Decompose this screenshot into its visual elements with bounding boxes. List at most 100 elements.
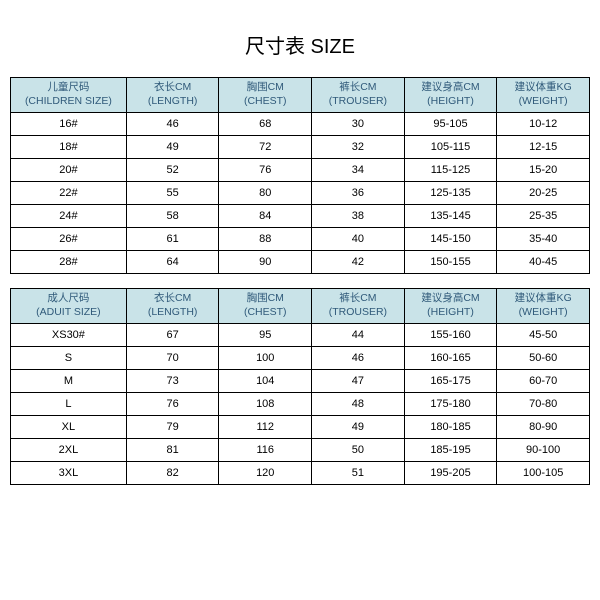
table-cell: 145-150: [404, 228, 497, 251]
table-row: 16#46683095-10510-12: [11, 113, 590, 136]
table-row: 2XL8111650185-19590-100: [11, 439, 590, 462]
children-header: 儿童尺码(CHILDREN SIZE) 衣长CM(LENGTH) 胸围CM(CH…: [11, 78, 590, 113]
table-cell: 160-165: [404, 347, 497, 370]
table-cell: 95: [219, 324, 312, 347]
table-cell: 48: [312, 393, 405, 416]
table-cell: 84: [219, 205, 312, 228]
table-cell: 100-105: [497, 462, 590, 485]
table-cell: 20#: [11, 159, 127, 182]
table-cell: 50: [312, 439, 405, 462]
col-header: 裤长CM(TROUSER): [312, 289, 405, 324]
table-cell: 80: [219, 182, 312, 205]
table-cell: 22#: [11, 182, 127, 205]
table-row: 22#558036125-13520-25: [11, 182, 590, 205]
table-row: 28#649042150-15540-45: [11, 251, 590, 274]
table-cell: 68: [219, 113, 312, 136]
table-cell: 34: [312, 159, 405, 182]
table-cell: 28#: [11, 251, 127, 274]
table-cell: 46: [312, 347, 405, 370]
table-cell: 61: [126, 228, 219, 251]
table-cell: 36: [312, 182, 405, 205]
table-cell: 88: [219, 228, 312, 251]
table-cell: 180-185: [404, 416, 497, 439]
table-cell: 150-155: [404, 251, 497, 274]
table-cell: 47: [312, 370, 405, 393]
table-cell: 165-175: [404, 370, 497, 393]
table-cell: 155-160: [404, 324, 497, 347]
col-header: 儿童尺码(CHILDREN SIZE): [11, 78, 127, 113]
col-header: 建议身高CM(HEIGHT): [404, 78, 497, 113]
table-cell: 46: [126, 113, 219, 136]
col-header: 建议体重KG(WEIGHT): [497, 78, 590, 113]
table-cell: 72: [219, 136, 312, 159]
table-cell: 90: [219, 251, 312, 274]
table-cell: 73: [126, 370, 219, 393]
table-cell: 58: [126, 205, 219, 228]
table-row: 3XL8212051195-205100-105: [11, 462, 590, 485]
table-cell: 90-100: [497, 439, 590, 462]
col-header: 建议身高CM(HEIGHT): [404, 289, 497, 324]
table-cell: 76: [219, 159, 312, 182]
table-cell: 18#: [11, 136, 127, 159]
table-cell: 175-180: [404, 393, 497, 416]
table-cell: 105-115: [404, 136, 497, 159]
table-cell: 44: [312, 324, 405, 347]
table-cell: 3XL: [11, 462, 127, 485]
table-cell: S: [11, 347, 127, 370]
table-cell: 60-70: [497, 370, 590, 393]
col-header: 胸围CM(CHEST): [219, 289, 312, 324]
col-header: 胸围CM(CHEST): [219, 78, 312, 113]
table-gap: [11, 274, 590, 289]
table-cell: 79: [126, 416, 219, 439]
table-cell: 49: [126, 136, 219, 159]
table-cell: 70: [126, 347, 219, 370]
table-cell: 82: [126, 462, 219, 485]
table-cell: 40: [312, 228, 405, 251]
table-row: L7610848175-18070-80: [11, 393, 590, 416]
col-header: 建议体重KG(WEIGHT): [497, 289, 590, 324]
col-header: 成人尺码(ADUIT SIZE): [11, 289, 127, 324]
adult-body: XS30#679544155-16045-50S7010046160-16550…: [11, 324, 590, 485]
table-cell: 81: [126, 439, 219, 462]
table-cell: 108: [219, 393, 312, 416]
table-cell: 40-45: [497, 251, 590, 274]
table-cell: 51: [312, 462, 405, 485]
table-cell: 42: [312, 251, 405, 274]
size-table: 儿童尺码(CHILDREN SIZE) 衣长CM(LENGTH) 胸围CM(CH…: [10, 77, 590, 485]
table-cell: 16#: [11, 113, 127, 136]
col-header: 衣长CM(LENGTH): [126, 78, 219, 113]
table-cell: 185-195: [404, 439, 497, 462]
table-cell: M: [11, 370, 127, 393]
table-cell: 55: [126, 182, 219, 205]
table-cell: 116: [219, 439, 312, 462]
table-cell: 100: [219, 347, 312, 370]
table-cell: 67: [126, 324, 219, 347]
col-header: 裤长CM(TROUSER): [312, 78, 405, 113]
table-cell: 80-90: [497, 416, 590, 439]
table-cell: 25-35: [497, 205, 590, 228]
table-cell: 10-12: [497, 113, 590, 136]
table-cell: L: [11, 393, 127, 416]
table-cell: 32: [312, 136, 405, 159]
table-cell: 12-15: [497, 136, 590, 159]
table-row: XS30#679544155-16045-50: [11, 324, 590, 347]
table-cell: XS30#: [11, 324, 127, 347]
table-cell: 38: [312, 205, 405, 228]
table-cell: 30: [312, 113, 405, 136]
table-row: 26#618840145-15035-40: [11, 228, 590, 251]
table-cell: 135-145: [404, 205, 497, 228]
table-row: XL7911249180-18580-90: [11, 416, 590, 439]
table-cell: 35-40: [497, 228, 590, 251]
table-cell: 50-60: [497, 347, 590, 370]
table-cell: 49: [312, 416, 405, 439]
col-header: 衣长CM(LENGTH): [126, 289, 219, 324]
table-cell: 115-125: [404, 159, 497, 182]
table-cell: 45-50: [497, 324, 590, 347]
adult-header: 成人尺码(ADUIT SIZE) 衣长CM(LENGTH) 胸围CM(CHEST…: [11, 289, 590, 324]
table-cell: 52: [126, 159, 219, 182]
table-cell: XL: [11, 416, 127, 439]
page-title: 尺寸表 SIZE: [10, 30, 590, 59]
table-row: 24#588438135-14525-35: [11, 205, 590, 228]
table-cell: 125-135: [404, 182, 497, 205]
table-cell: 26#: [11, 228, 127, 251]
